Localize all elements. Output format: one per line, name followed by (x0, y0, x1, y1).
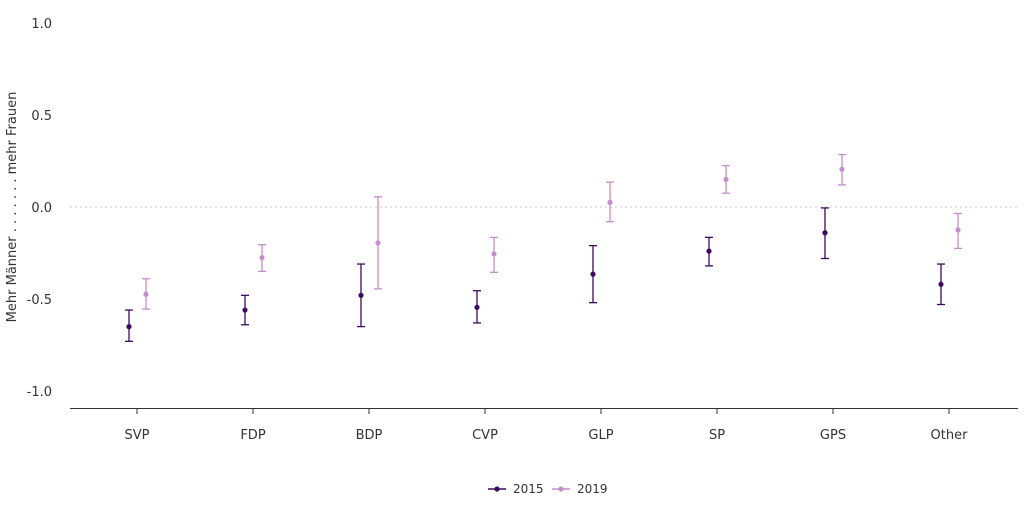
x-tick-label: SP (709, 428, 725, 443)
y-axis-title: Mehr Männer . . . . . . . mehr Frauen (5, 92, 20, 323)
data-point (126, 324, 132, 330)
y-tick-label: -0.5 (27, 293, 52, 308)
x-tick-label: FDP (240, 428, 265, 443)
x-axis-ticks: SVP FDP BDP CVP GLP SP GPS Other (125, 408, 969, 443)
data-point (938, 281, 944, 287)
x-tick-label: SVP (125, 428, 150, 443)
y-axis-ticks: 1.0 0.5 0.0 -0.5 -1.0 (27, 17, 52, 400)
x-tick-label: GLP (588, 428, 613, 443)
data-point (474, 304, 480, 310)
legend-label: 2015 (513, 482, 544, 496)
data-point (723, 176, 729, 182)
data-point (242, 307, 248, 313)
legend-item: 2015 (488, 482, 544, 496)
legend-label: 2019 (577, 482, 608, 496)
legend: 2015 2019 (488, 482, 608, 496)
y-tick-label: -1.0 (27, 385, 52, 400)
y-tick-label: 0.0 (31, 201, 52, 216)
y-tick-label: 1.0 (31, 17, 52, 32)
data-point (143, 291, 149, 297)
x-tick-label: GPS (820, 428, 846, 443)
data-point (590, 271, 596, 277)
data-point (259, 255, 265, 261)
chart-marks (125, 153, 962, 342)
x-tick-label: BDP (356, 428, 383, 443)
data-point (375, 240, 381, 246)
legend-swatch-point (558, 486, 564, 492)
data-point (607, 199, 613, 205)
legend-swatch-point (494, 486, 500, 492)
data-point (955, 227, 961, 233)
x-tick-label: Other (931, 428, 969, 443)
data-point (839, 166, 845, 172)
data-point (822, 230, 828, 236)
y-tick-label: 0.5 (31, 109, 52, 124)
data-point (358, 292, 364, 298)
data-point (706, 248, 712, 254)
series-2015 (125, 207, 945, 342)
legend-item: 2019 (552, 482, 608, 496)
series-2019 (142, 153, 962, 310)
data-point (491, 251, 497, 257)
x-tick-label: CVP (472, 428, 498, 443)
